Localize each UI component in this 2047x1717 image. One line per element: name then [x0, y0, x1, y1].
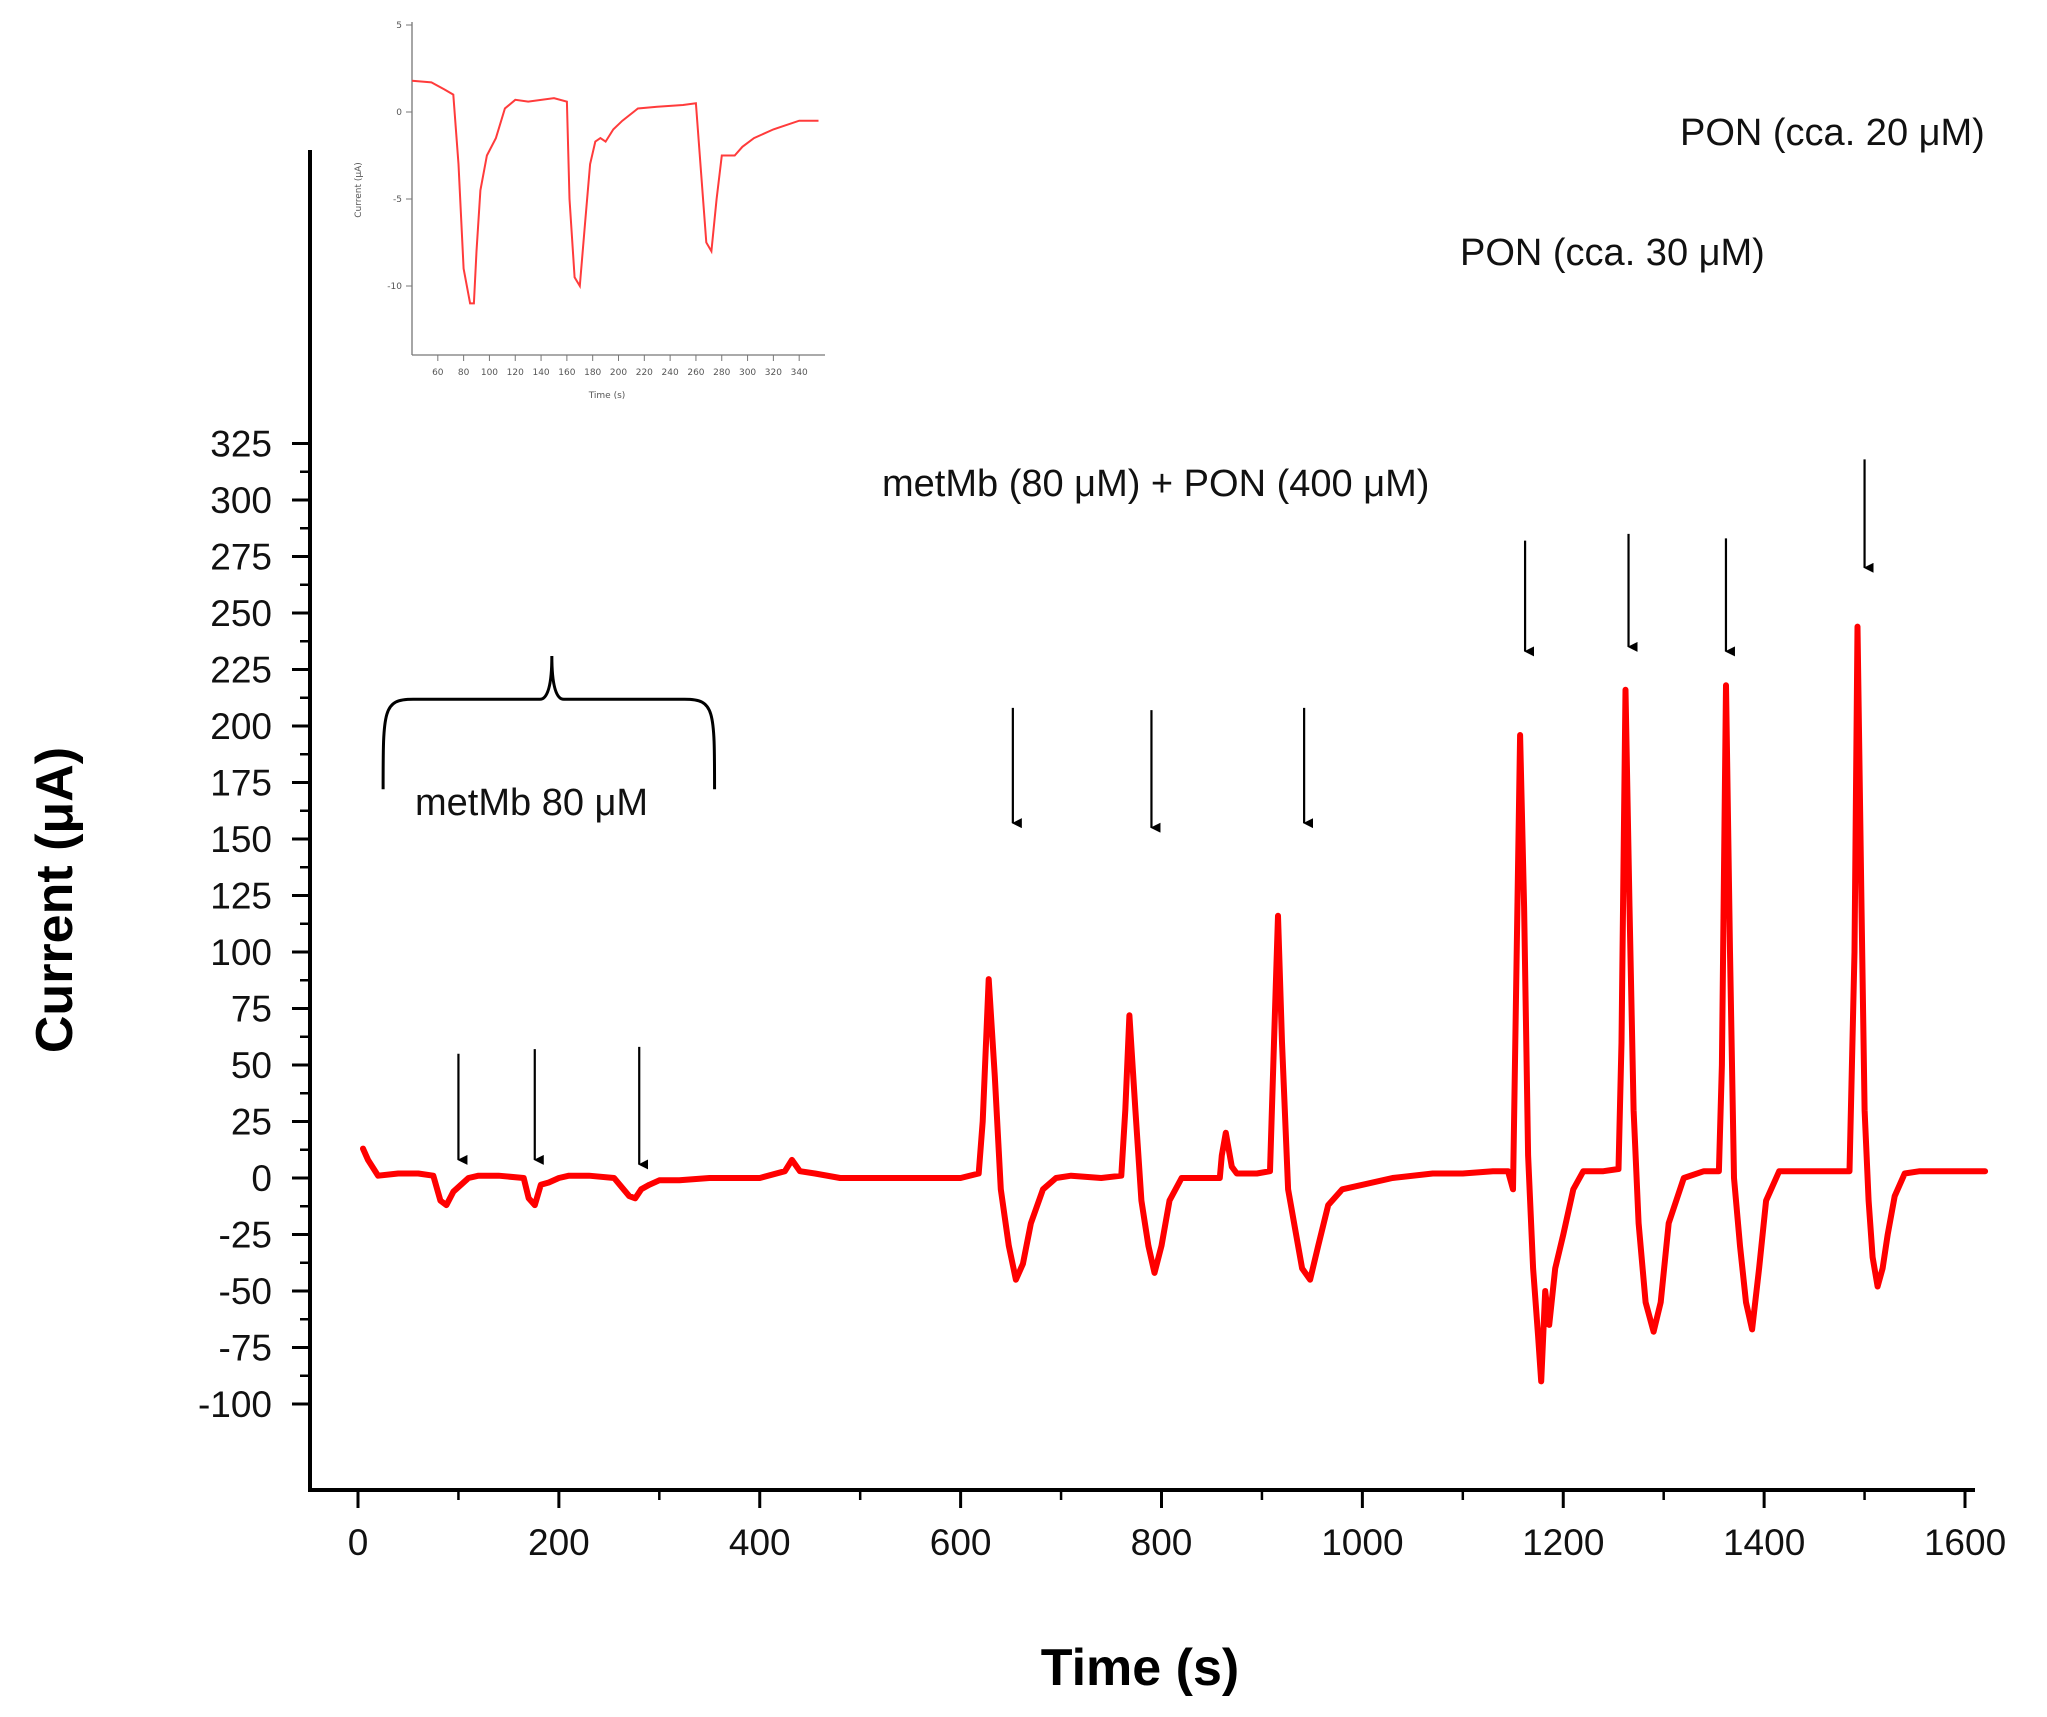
inset-x-tick-label: 140: [532, 368, 549, 378]
y-tick-label: 250: [210, 593, 272, 634]
inset-x-tick-label: 280: [713, 368, 730, 378]
x-tick-label: 1600: [1924, 1522, 2006, 1563]
inset-x-tick-label: 300: [739, 368, 756, 378]
inset-x-tick-label: 80: [458, 368, 470, 378]
y-tick-label: 50: [231, 1045, 272, 1086]
y-tick-label: -50: [219, 1271, 272, 1312]
inset-x-tick-label: 240: [662, 368, 679, 378]
x-tick-label: 0: [348, 1522, 369, 1563]
annotation-pon-20: PON (cca. 20 μM): [1680, 112, 1985, 154]
y-axis-title: Current (μA): [26, 747, 84, 1053]
y-tick-label: 325: [210, 424, 272, 465]
inset-x-tick-label: 160: [558, 368, 575, 378]
x-tick-label: 1400: [1723, 1522, 1805, 1563]
annotation-metmb-pon: metMb (80 μM) + PON (400 μM): [882, 463, 1429, 505]
inset-series-line: [411, 79, 819, 305]
inset-x-tick-label: 120: [507, 368, 524, 378]
y-tick-label: 200: [210, 706, 272, 747]
y-tick-label: 300: [210, 480, 272, 521]
y-tick-label: 125: [210, 876, 272, 917]
brace-inset-pointer: [381, 655, 717, 790]
y-tick-label: 275: [210, 537, 272, 578]
inset-y-tick-label: -5: [393, 195, 402, 205]
inset-x-tick-label: 100: [481, 368, 498, 378]
x-tick-label: 1200: [1522, 1522, 1604, 1563]
inset-x-tick-label: 180: [584, 368, 601, 378]
x-ticks: 0 200 400 600 800 1000 1200 1400 1600: [348, 1490, 2006, 1563]
inset-y-tick-label: 0: [396, 108, 402, 118]
inset-y-tick-label: 5: [396, 21, 402, 31]
annotation-pon-30: PON (cca. 30 μM): [1460, 232, 1765, 274]
y-tick-label: 175: [210, 763, 272, 804]
inset-x-tick-label: 200: [610, 368, 627, 378]
x-tick-label: 400: [729, 1522, 791, 1563]
y-tick-label: 225: [210, 650, 272, 691]
inset-y-ticks: 5 0 -5 -10: [387, 21, 412, 292]
x-tick-label: 800: [1131, 1522, 1193, 1563]
y-tick-label: 150: [210, 819, 272, 860]
x-tick-label: 200: [528, 1522, 590, 1563]
injection-arrows: [457, 459, 1874, 1170]
y-tick-label: -100: [198, 1384, 272, 1425]
current-series-line: [360, 623, 1989, 1385]
y-tick-label: 100: [210, 932, 272, 973]
y-tick-label: -75: [219, 1328, 272, 1369]
x-axis-title: Time (s): [1041, 1639, 1239, 1697]
y-tick-label: 0: [251, 1158, 272, 1199]
inset-plot: 60 80 100 120 140 160 180 200 220 240 260 280 300 320…: [354, 21, 825, 401]
inset-y-title: Current (μA): [354, 162, 364, 218]
inset-x-tick-label: 260: [687, 368, 704, 378]
inset-y-tick-label: -10: [387, 282, 402, 292]
y-ticks: -100 -75 -50 -25 0 25 50 75 100 125 150 175 200 225 25…: [198, 424, 310, 1425]
inset-x-tick-label: 320: [765, 368, 782, 378]
inset-x-tick-label: 60: [432, 368, 444, 378]
y-tick-label: 75: [231, 989, 272, 1030]
x-tick-label: 600: [930, 1522, 992, 1563]
inset-x-ticks: 60 80 100 120 140 160 180 200 220 240 260 280 300 320…: [432, 355, 808, 378]
x-tick-label: 1000: [1321, 1522, 1403, 1563]
annotation-metmb: metMb 80 μM: [415, 782, 648, 824]
inset-x-tick-label: 220: [636, 368, 653, 378]
inset-x-title: Time (s): [588, 391, 626, 401]
y-tick-label: 25: [231, 1102, 272, 1143]
y-tick-label: -25: [219, 1215, 272, 1256]
inset-x-tick-label: 340: [791, 368, 808, 378]
